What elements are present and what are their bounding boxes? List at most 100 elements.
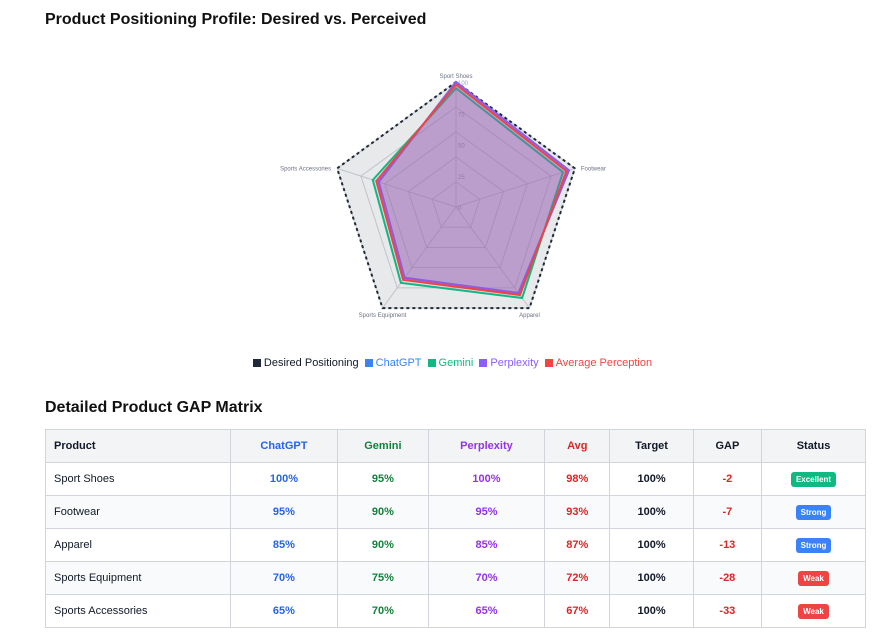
radial-tick-label: 0 [458, 206, 462, 212]
gemini-cell: 70% [336, 594, 429, 628]
avg-cell: 87% [544, 528, 611, 562]
legend-label: Desired Positioning [263, 357, 359, 369]
axis-label: Sport Shoes [439, 74, 472, 80]
status-cell: Excellent [761, 462, 866, 496]
grid-ring [360, 106, 552, 289]
gap-cell: -33 [692, 594, 763, 628]
gap-cell: -28 [692, 561, 763, 595]
gemini-cell: 95% [336, 462, 429, 496]
status-cell: Weak [761, 594, 866, 628]
axis-label: Apparel [519, 313, 540, 319]
chatgpt-cell: 95% [229, 495, 338, 529]
chatgpt-cell: 100% [229, 462, 338, 496]
legend-swatch [544, 359, 553, 367]
gap-cell: -2 [692, 462, 763, 496]
grid-spoke [336, 167, 457, 208]
gemini-cell: 90% [336, 528, 429, 562]
legend-label: Perplexity [490, 357, 539, 369]
legend-label: Gemini [438, 357, 474, 369]
legend-label: Average Perception [555, 357, 653, 369]
legend-item[interactable]: ChatGPT [364, 357, 422, 369]
grid-spoke [382, 206, 457, 309]
table-row: Apparel 85% 90% 85% 87% 100% -13 Strong [45, 528, 866, 562]
legend-swatch [427, 359, 436, 367]
chatgpt-cell: 65% [229, 594, 338, 628]
target-cell: 100% [609, 462, 694, 496]
product-cell: Sports Accessories [45, 594, 231, 628]
column-header: ChatGPT [229, 429, 338, 463]
grid-ring [407, 156, 505, 248]
column-header: Status [761, 429, 866, 463]
column-header: Target [609, 429, 694, 463]
status-badge: Weak [798, 570, 829, 586]
chart-legend: Desired Positioning ChatGPT Gemini Perplexi… [0, 357, 881, 369]
series-average-perception [375, 83, 568, 297]
product-cell: Sport Shoes [45, 462, 231, 496]
legend-swatch [364, 359, 373, 367]
chatgpt-cell: 85% [229, 528, 338, 562]
gap-cell: -7 [692, 495, 763, 529]
status-cell: Strong [761, 495, 866, 529]
status-badge: Excellent [790, 471, 837, 487]
gap-cell: -13 [692, 528, 763, 562]
chatgpt-cell: 70% [229, 561, 338, 595]
perplexity-cell: 65% [427, 594, 546, 628]
target-cell: 100% [609, 528, 694, 562]
page-title: Product Positioning Profile: Desired vs.… [45, 11, 427, 28]
target-cell: 100% [609, 594, 694, 628]
product-cell: Apparel [45, 528, 231, 562]
status-cell: Weak [761, 561, 866, 595]
target-cell: 100% [609, 495, 694, 529]
column-header: Gemini [336, 429, 429, 463]
status-badge: Strong [795, 504, 832, 520]
legend-item[interactable]: Gemini [427, 357, 474, 369]
avg-cell: 98% [544, 462, 611, 496]
target-cell: 100% [609, 561, 694, 595]
table-row: Sports Equipment 70% 75% 70% 72% 100% -28 Weak [45, 561, 866, 595]
radial-tick-label: 100 [458, 81, 469, 87]
status-badge: Strong [795, 537, 832, 553]
column-header: Product [45, 429, 231, 463]
grid-ring [431, 181, 481, 228]
avg-cell: 93% [544, 495, 611, 529]
perplexity-cell: 100% [427, 462, 546, 496]
axis-label: Sports Accessories [280, 166, 331, 172]
perplexity-cell: 85% [427, 528, 546, 562]
radial-tick-label: 25 [458, 175, 465, 181]
grid-spoke [455, 167, 576, 208]
grid-ring [384, 131, 528, 269]
series-gemini [371, 86, 565, 300]
product-cell: Footwear [45, 495, 231, 529]
legend-item[interactable]: Desired Positioning [252, 357, 359, 369]
section-title: Detailed Product GAP Matrix [45, 399, 263, 416]
legend-label: ChatGPT [375, 357, 422, 369]
table-header-row: Product ChatGPT Gemini Perplexity Avg Target G… [45, 429, 866, 463]
table-row: Footwear 95% 90% 95% 93% 100% -7 Strong [45, 495, 866, 529]
radial-tick-label: 50 [458, 144, 465, 150]
status-cell: Strong [761, 528, 866, 562]
gemini-cell: 90% [336, 495, 429, 529]
perplexity-cell: 95% [427, 495, 546, 529]
radial-tick-label: 75 [458, 112, 465, 118]
axis-label: Footwear [581, 166, 606, 172]
legend-item[interactable]: Perplexity [479, 357, 539, 369]
grid-spoke [455, 206, 530, 309]
status-badge: Weak [798, 603, 829, 619]
table-row: Sport Shoes 100% 95% 100% 98% 100% -2 Excellent [45, 462, 866, 496]
table-body: Sport Shoes 100% 95% 100% 98% 100% -2 Excellent… [45, 462, 866, 628]
avg-cell: 72% [544, 561, 611, 595]
column-header: Avg [544, 429, 611, 463]
gemini-cell: 75% [336, 561, 429, 595]
column-header: Perplexity [427, 429, 546, 463]
legend-swatch [252, 359, 261, 367]
avg-cell: 67% [544, 594, 611, 628]
column-header: GAP [692, 429, 763, 463]
product-cell: Sports Equipment [45, 561, 231, 595]
perplexity-cell: 70% [427, 561, 546, 595]
axis-label: Sports Equipment [359, 313, 407, 319]
table-row: Sports Accessories 65% 70% 65% 67% 100% -33 Wea… [45, 594, 866, 628]
gap-matrix-table: Product ChatGPT Gemini Perplexity Avg Target G… [45, 429, 866, 628]
legend-item[interactable]: Average Perception [544, 357, 653, 369]
legend-swatch [479, 359, 488, 367]
